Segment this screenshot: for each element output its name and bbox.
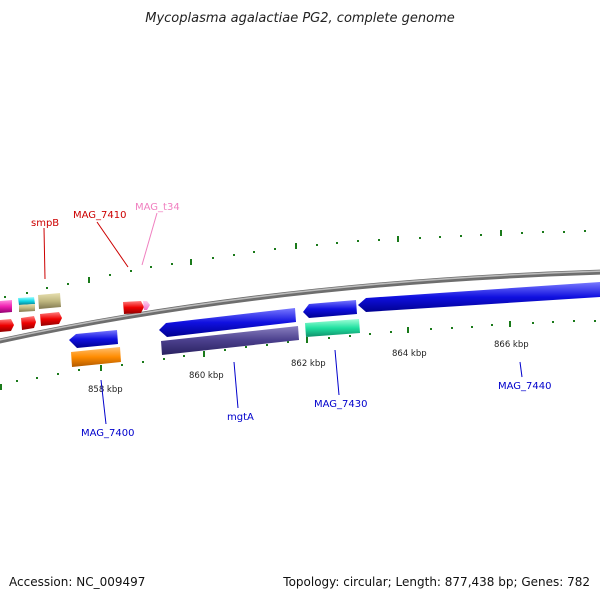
label-MAG-t34: MAG_t34: [135, 202, 180, 213]
scale-label-862kbp: 862 kbp: [291, 359, 326, 369]
gene-mgtA-blue[interactable]: [159, 308, 296, 337]
gene-MAG-7430[interactable]: [305, 319, 360, 337]
gene-MAG-t34[interactable]: [143, 301, 150, 310]
gene-MAG-7440[interactable]: [358, 282, 600, 312]
gene-MAG-7400[interactable]: [71, 347, 121, 367]
footer-accession: Accession: NC_009497: [9, 575, 145, 589]
gene-reverse-red-3[interactable]: [40, 312, 62, 326]
label-MAG-7430: MAG_7430: [314, 399, 368, 410]
scale-label-860kbp: 860 kbp: [189, 371, 224, 381]
scale-label-866kbp: 866 kbp: [494, 340, 529, 350]
label-MAG-7410: MAG_7410: [73, 210, 127, 221]
label-MAG-7400: MAG_7400: [81, 428, 135, 439]
genome-backbone: [0, 269, 600, 344]
upper-tick-row: [4, 230, 586, 298]
lower-tick-row: [0, 320, 596, 390]
gene-forward-magenta[interactable]: [0, 300, 12, 313]
gene-forward-cyan[interactable]: [18, 297, 35, 305]
gene-forward-khaki-small[interactable]: [19, 304, 35, 312]
label-mgtA: mgtA: [227, 412, 254, 423]
reverse-strand-genes: [0, 308, 360, 367]
gene-smpB[interactable]: [38, 293, 61, 309]
scale-label-858kbp: 858 kbp: [88, 385, 123, 395]
scale-label-864kbp: 864 kbp: [392, 349, 427, 359]
footer-summary: Topology: circular; Length: 877,438 bp; …: [282, 575, 590, 589]
label-leaders: [43, 212, 523, 425]
label-MAG-7440: MAG_7440: [498, 381, 552, 392]
label-smpB: smpB: [31, 218, 59, 229]
map-title: Mycoplasma agalactiae PG2, complete geno…: [145, 11, 455, 26]
gene-reverse-red-2[interactable]: [21, 316, 36, 330]
forward-strand-genes: [0, 282, 600, 318]
gene-reverse-red-1[interactable]: [0, 319, 14, 332]
gene-MAG-7410[interactable]: [123, 301, 144, 314]
gene-mag7430-forward-blue[interactable]: [303, 300, 357, 318]
gene-mgtA[interactable]: [161, 326, 299, 355]
gene-MAG-7400-blue[interactable]: [69, 330, 118, 348]
